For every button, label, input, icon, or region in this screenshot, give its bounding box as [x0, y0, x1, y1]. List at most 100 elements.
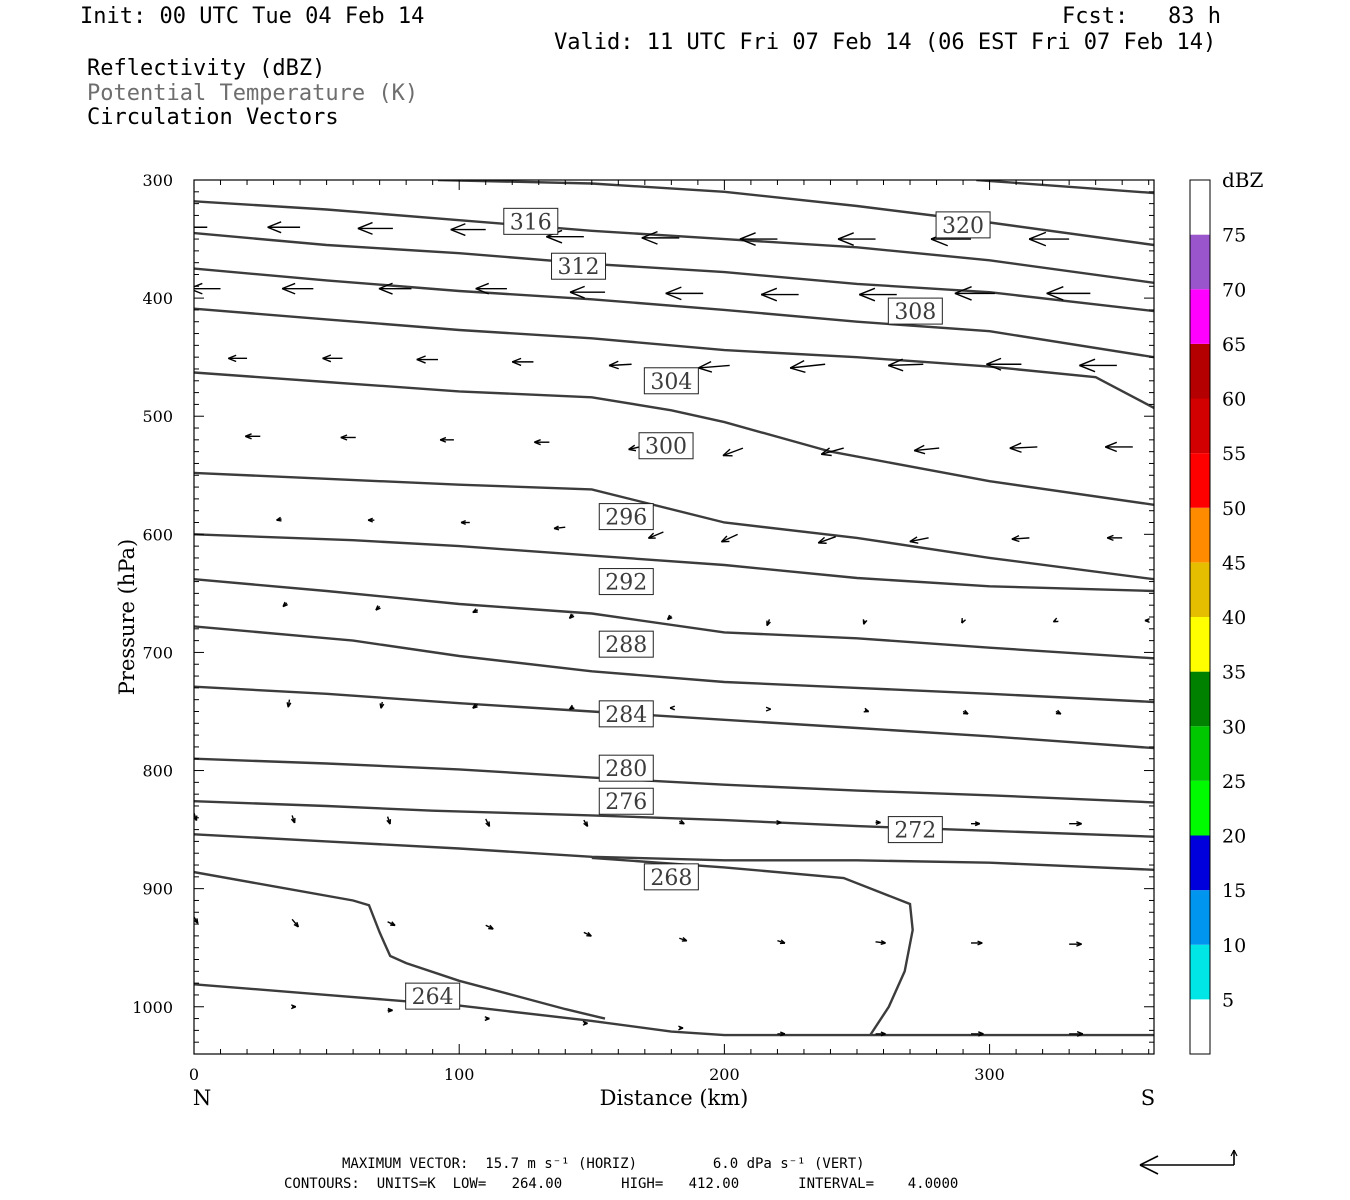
- contour-info-note: CONTOURS: UNITS=K LOW= 264.00 HIGH= 412.…: [284, 1176, 959, 1192]
- x-end-label-south: S: [1141, 1086, 1155, 1110]
- vector-head: [416, 355, 426, 361]
- circulation-vector: [472, 608, 479, 614]
- circulation-vector: [777, 939, 786, 945]
- circulation-vector: [583, 931, 592, 937]
- circulation-vector: [971, 821, 981, 827]
- colorbar-swatch: [1190, 999, 1210, 1054]
- circulation-vector: [282, 601, 288, 608]
- vector-head: [378, 288, 393, 295]
- circulation-vector: [290, 815, 296, 824]
- vector-head: [472, 706, 478, 709]
- vector-head: [511, 357, 522, 363]
- circulation-vector: [568, 704, 575, 710]
- circulation-vector: [776, 820, 782, 826]
- circulation-vector: [837, 232, 876, 246]
- circulation-vector: [1144, 618, 1150, 624]
- contour-label-box: [598, 568, 654, 596]
- vector-shaft: [1011, 537, 1030, 540]
- colorbar-swatch: [1190, 562, 1210, 617]
- contour-label-box: [598, 503, 654, 531]
- vector-head: [780, 1031, 786, 1035]
- contour-label-300: 300: [638, 432, 694, 460]
- vector-head: [641, 230, 658, 239]
- colorbar-swatch: [1190, 944, 1210, 1000]
- vector-head: [489, 924, 494, 930]
- vector-head: [641, 237, 658, 245]
- circulation-vector: [766, 619, 771, 627]
- theta-contour-308: [194, 307, 1154, 409]
- circulation-vector: [887, 358, 924, 372]
- vector-head: [1106, 537, 1114, 542]
- circulation-vector: [971, 940, 983, 946]
- vector-head: [722, 448, 731, 457]
- circulation-vector: [962, 709, 969, 715]
- vector-head: [340, 436, 348, 441]
- circulation-vector: [909, 536, 929, 544]
- theta-contour-288: [194, 625, 1154, 704]
- colorbar-tick-label: 25: [1222, 771, 1246, 793]
- theta-contour-324: [437, 180, 1154, 247]
- circulation-vector: [678, 819, 685, 825]
- circulation-vector: [583, 819, 589, 827]
- contour-label-box: [598, 700, 654, 728]
- theta-contour-316: [194, 231, 1154, 313]
- theta-contour-268: [591, 856, 914, 1036]
- contour-label-box: [887, 297, 943, 325]
- y-tick-label: 500: [142, 407, 173, 426]
- x-tick-label: 300: [974, 1065, 1005, 1084]
- vector-head: [1076, 1033, 1084, 1037]
- circulation-vector: [291, 918, 300, 928]
- circulation-vector: [472, 703, 479, 709]
- vector-head: [245, 435, 252, 440]
- circulation-vector: [669, 705, 676, 711]
- contour-label-292: 292: [598, 568, 654, 596]
- circulation-vector: [286, 699, 292, 708]
- vector-head: [322, 354, 332, 359]
- vector-head: [669, 707, 676, 711]
- circulation-vector: [367, 517, 375, 523]
- circulation-vector: [1106, 534, 1123, 542]
- vector-head: [569, 285, 585, 293]
- vector-shaft: [821, 447, 844, 456]
- vector-head: [475, 288, 489, 295]
- vector-head: [586, 821, 589, 827]
- theta-contour-264: [194, 983, 1154, 1037]
- vector-head: [460, 521, 466, 526]
- vector-head: [387, 1007, 393, 1011]
- vector-head: [475, 282, 489, 290]
- vector-head: [760, 293, 778, 302]
- vector-head: [665, 286, 682, 295]
- contour-label-text: 312: [558, 255, 600, 280]
- vector-head: [760, 287, 778, 296]
- circulation-vector: [820, 447, 844, 457]
- vector-shaft: [722, 447, 744, 457]
- circulation-vector: [777, 1031, 786, 1037]
- vector-head: [628, 448, 637, 452]
- circulation-vector: [534, 439, 550, 446]
- colorbar-tick-label: 10: [1222, 935, 1246, 957]
- y-tick-label: 300: [142, 171, 173, 190]
- circulation-vector: [475, 282, 507, 295]
- vector-head: [628, 444, 636, 451]
- circulation-vector: [641, 230, 680, 245]
- vector-head: [817, 536, 826, 544]
- colorbar-tick-label: 40: [1222, 607, 1246, 629]
- circulation-vector: [379, 701, 385, 709]
- colorbar-swatch: [1190, 890, 1210, 945]
- circulation-vector: [375, 605, 381, 611]
- circulation-vector: [484, 1016, 490, 1022]
- vector-head: [546, 236, 563, 244]
- circulation-vector: [387, 1007, 393, 1013]
- vector-head: [357, 227, 373, 235]
- colorbar-label: dBZ: [1222, 168, 1264, 192]
- vector-head: [913, 444, 925, 452]
- vector-head: [608, 364, 619, 370]
- colorbar-frame: [1189, 179, 1211, 1055]
- circulation-vector: [1105, 441, 1133, 453]
- vector-head: [698, 367, 713, 373]
- vector-head: [357, 221, 373, 230]
- theta-contour-280: [194, 757, 1154, 804]
- circulation-vector: [322, 354, 343, 363]
- vector-head: [974, 821, 981, 825]
